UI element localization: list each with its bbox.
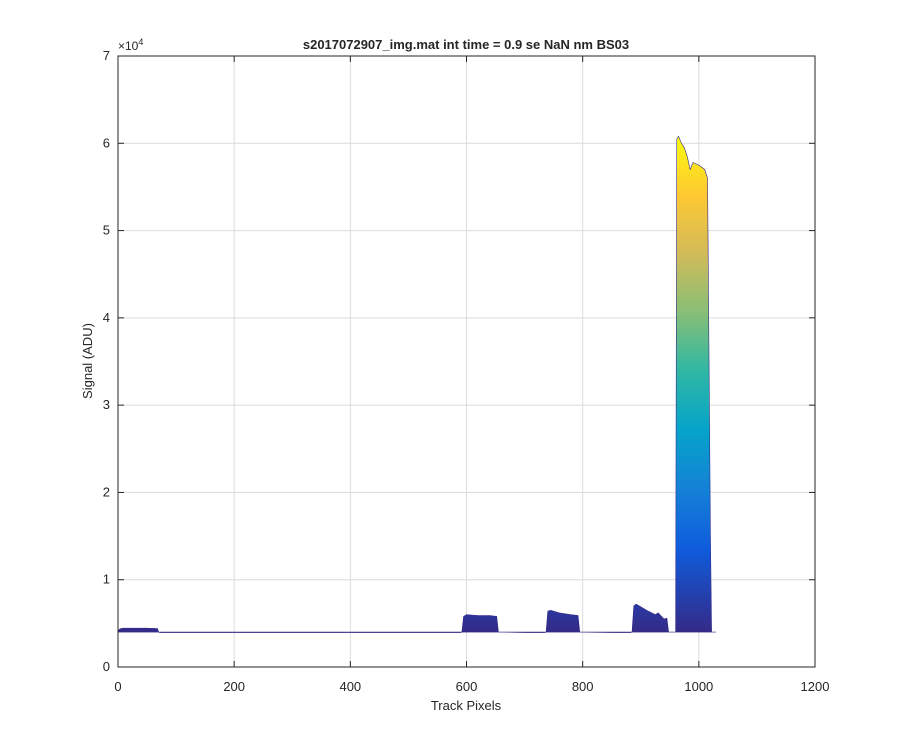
y-tick-label: 6 [103,135,110,150]
x-tick-label: 800 [572,679,594,694]
y-tick-label: 3 [103,397,110,412]
x-tick-label: 200 [223,679,245,694]
y-tick-label: 2 [103,484,110,499]
x-tick-label: 400 [339,679,361,694]
y-tick-label: 0 [103,659,110,674]
signal-area [117,135,717,633]
y-axis-label: Signal (ADU) [80,323,95,399]
x-tick-label: 1200 [801,679,830,694]
y-tick-label: 4 [103,310,110,325]
y-tick-label: 1 [103,572,110,587]
y-exponent-label: ×104 [118,37,143,53]
y-tick-label: 7 [103,48,110,63]
signal-area-layer [117,135,717,633]
x-axis-label: Track Pixels [431,698,502,713]
x-tick-label: 0 [114,679,121,694]
tick-layer: 0 200 400 600 800 1000 1200 0 1 2 3 4 5 6 7 [103,48,830,694]
x-tick-label: 1000 [684,679,713,694]
x-tick-label: 600 [456,679,478,694]
y-tick-label: 5 [103,223,110,238]
chart-title: s2017072907_img.mat int time = 0.9 se Na… [303,37,629,52]
